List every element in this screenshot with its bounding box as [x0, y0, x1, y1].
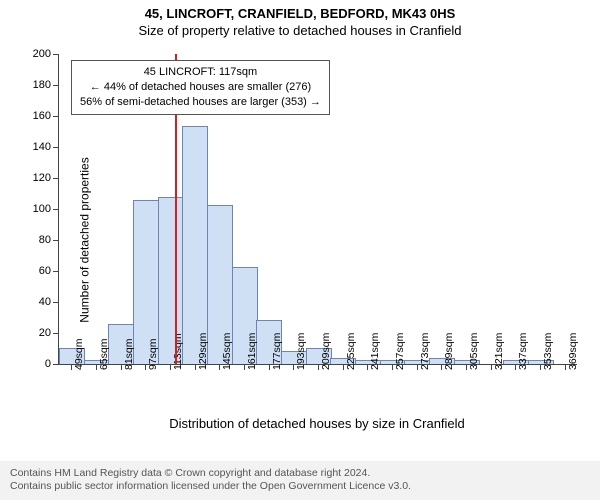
- y-tick: [53, 147, 59, 148]
- x-tick-label: 113sqm: [172, 333, 184, 370]
- x-tick-label: 65sqm: [98, 338, 110, 370]
- annotation-line: ← 44% of detached houses are smaller (27…: [80, 80, 321, 95]
- page: 45, LINCROFT, CRANFIELD, BEDFORD, MK43 0…: [0, 0, 600, 500]
- x-tick-label: 369sqm: [567, 333, 579, 370]
- x-tick-label: 161sqm: [246, 333, 258, 370]
- x-tick-label: 353sqm: [542, 333, 554, 370]
- annotation-line: 56% of semi-detached houses are larger (…: [80, 95, 321, 110]
- y-tick-label: 80: [39, 234, 51, 246]
- x-tick-label: 209sqm: [320, 333, 332, 370]
- y-tick: [53, 240, 59, 241]
- footer-line-1: Contains HM Land Registry data © Crown c…: [10, 467, 590, 481]
- y-tick: [53, 209, 59, 210]
- x-tick-label: 177sqm: [271, 333, 283, 370]
- annotation-line: 45 LINCROFT: 117sqm: [80, 65, 321, 80]
- x-tick: [540, 364, 541, 370]
- x-tick-label: 81sqm: [123, 338, 135, 370]
- page-title: 45, LINCROFT, CRANFIELD, BEDFORD, MK43 0…: [0, 0, 600, 21]
- x-tick-label: 129sqm: [197, 333, 209, 370]
- x-tick-label: 241sqm: [369, 333, 381, 370]
- x-tick: [96, 364, 97, 370]
- x-tick: [195, 364, 196, 370]
- x-tick: [170, 364, 171, 370]
- y-tick: [53, 54, 59, 55]
- x-tick-label: 225sqm: [345, 333, 357, 370]
- x-tick-label: 305sqm: [468, 333, 480, 370]
- y-tick-label: 20: [39, 327, 51, 339]
- x-tick-label: 193sqm: [295, 333, 307, 370]
- page-subtitle: Size of property relative to detached ho…: [0, 21, 600, 38]
- y-tick-label: 120: [33, 172, 51, 184]
- y-tick-label: 60: [39, 265, 51, 277]
- y-tick: [53, 302, 59, 303]
- footer-line-2: Contains public sector information licen…: [10, 480, 590, 494]
- x-tick: [244, 364, 245, 370]
- x-tick: [417, 364, 418, 370]
- y-tick: [53, 178, 59, 179]
- y-tick: [53, 271, 59, 272]
- chart: Number of detached properties 0204060801…: [0, 46, 600, 434]
- x-tick: [392, 364, 393, 370]
- x-tick-label: 49sqm: [73, 338, 85, 370]
- x-axis-label: Distribution of detached houses by size …: [58, 416, 576, 431]
- footer: Contains HM Land Registry data © Crown c…: [0, 461, 600, 500]
- x-tick-label: 257sqm: [394, 333, 406, 370]
- x-tick: [343, 364, 344, 370]
- x-tick: [466, 364, 467, 370]
- y-tick-label: 200: [33, 48, 51, 60]
- y-tick-label: 40: [39, 296, 51, 308]
- x-tick: [491, 364, 492, 370]
- plot-area: 02040608010012014016018020049sqm65sqm81s…: [58, 54, 577, 365]
- histogram-bar: [182, 126, 208, 364]
- y-tick-label: 0: [45, 358, 51, 370]
- annotation-box: 45 LINCROFT: 117sqm← 44% of detached hou…: [71, 60, 330, 115]
- y-tick: [53, 85, 59, 86]
- y-tick-label: 140: [33, 141, 51, 153]
- x-tick-label: 321sqm: [493, 333, 505, 370]
- x-tick-label: 337sqm: [517, 333, 529, 370]
- x-tick-label: 145sqm: [221, 333, 233, 370]
- x-tick-label: 273sqm: [419, 333, 431, 370]
- x-tick: [565, 364, 566, 370]
- x-tick: [269, 364, 270, 370]
- x-tick: [318, 364, 319, 370]
- y-tick-label: 180: [33, 79, 51, 91]
- x-tick-label: 97sqm: [147, 338, 159, 370]
- y-tick-label: 160: [33, 110, 51, 122]
- x-tick-label: 289sqm: [443, 333, 455, 370]
- y-tick: [53, 116, 59, 117]
- y-tick: [53, 333, 59, 334]
- x-tick: [121, 364, 122, 370]
- y-tick-label: 100: [33, 203, 51, 215]
